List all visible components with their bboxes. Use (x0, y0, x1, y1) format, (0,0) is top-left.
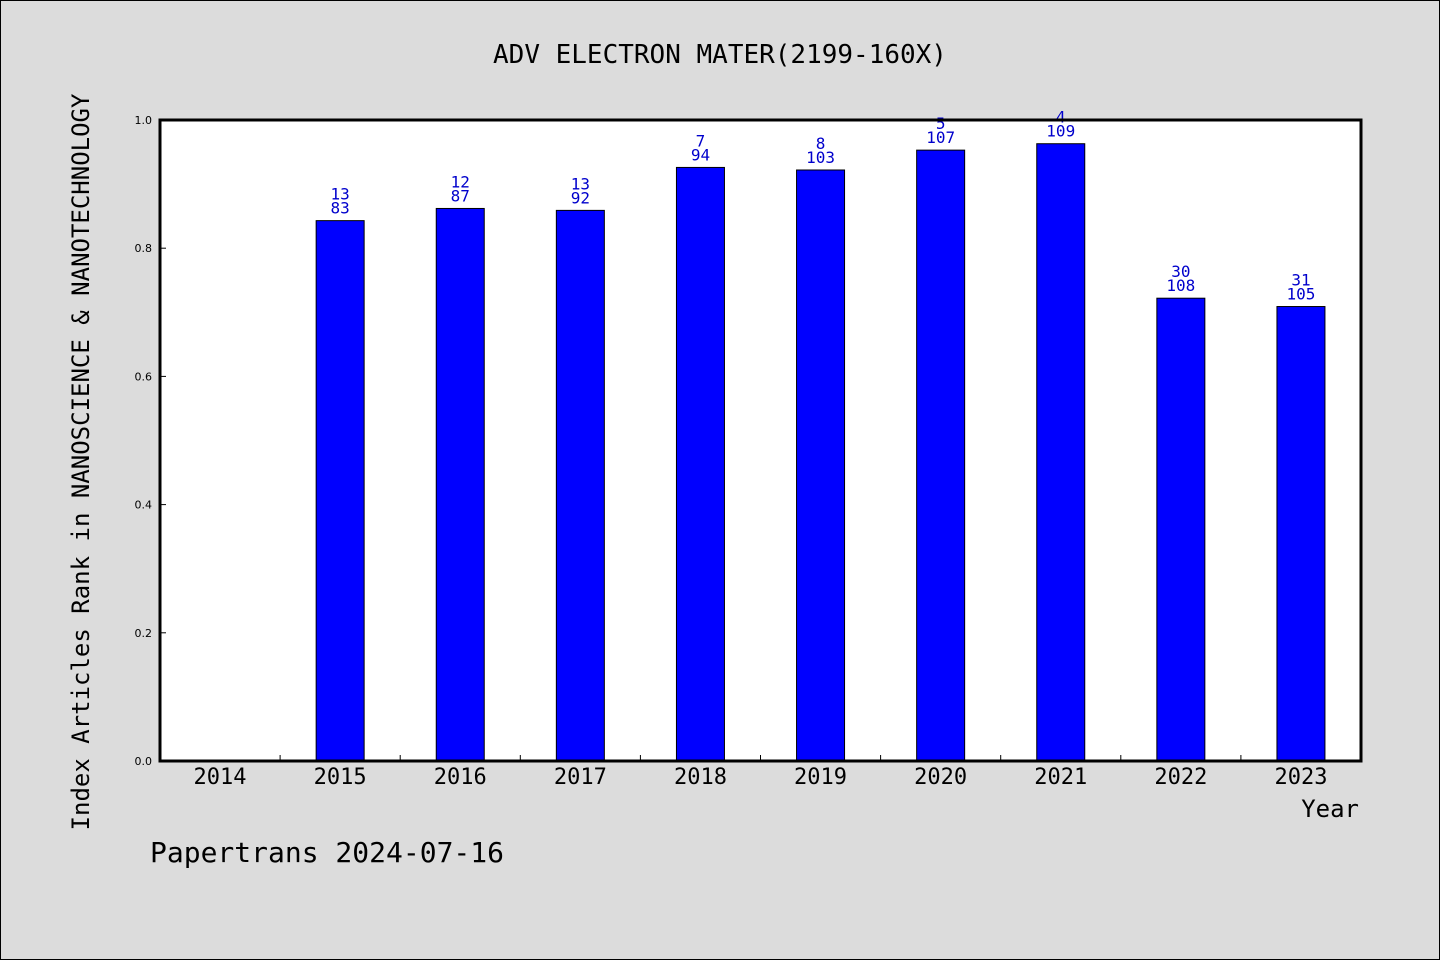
y-tick-label-0.2: 0.2 (135, 627, 153, 640)
chart-title: ADV ELECTRON MATER(2199-160X) (493, 40, 947, 70)
x-tick-label-2022: 2022 (1154, 765, 1207, 790)
data-label-rank-2020: 5 (936, 114, 946, 133)
y-tick-label-1.0: 1.0 (135, 114, 153, 127)
data-label-rank-2015: 13 (331, 185, 350, 204)
footer-credit: Papertrans 2024-07-16 (150, 836, 504, 869)
bar-2017 (555, 209, 605, 762)
data-label-total-2017: 92 (571, 188, 590, 207)
bar-2016 (435, 207, 485, 762)
y-tick-label-0.0: 0.0 (135, 755, 153, 768)
x-tick-label-2020: 2020 (914, 765, 967, 790)
y-tick-label-0.4: 0.4 (135, 499, 153, 512)
x-tick-label-2014: 2014 (194, 765, 247, 790)
bar-2018 (675, 166, 725, 762)
y-axis-label: Index Articles Rank in NANOSCIENCE & NAN… (67, 93, 95, 830)
bar-2015 (315, 220, 365, 762)
bar-2019 (796, 169, 846, 762)
x-tick-label-2016: 2016 (434, 765, 487, 790)
data-label-rank-2023: 31 (1291, 271, 1310, 290)
y-tick-label-0.6: 0.6 (135, 370, 153, 383)
data-label-rank-2017: 13 (571, 174, 590, 193)
data-label-total-2020: 107 (926, 128, 955, 147)
data-label-total-2022: 108 (1166, 276, 1195, 295)
x-tick-label-2019: 2019 (794, 765, 847, 790)
data-label-total-2019: 103 (806, 148, 835, 167)
x-tick-label-2017: 2017 (554, 765, 607, 790)
bar-2023 (1276, 306, 1326, 762)
bar-2022 (1156, 297, 1206, 762)
ticks-layer: 2014 2015 2016 2017 2018 2019 2020 2021 2022 2023… (135, 114, 1328, 790)
x-tick-label-2021: 2021 (1034, 765, 1087, 790)
data-label-total-2021: 109 (1046, 122, 1075, 141)
x-tick-label-2023: 2023 (1274, 765, 1327, 790)
data-label-total-2023: 105 (1286, 285, 1315, 304)
data-label-rank-2021: 4 (1056, 108, 1066, 127)
data-label-rank-2018: 7 (696, 131, 706, 150)
x-tick-label-2015: 2015 (314, 765, 367, 790)
data-label-rank-2019: 8 (816, 134, 826, 153)
x-tick-label-2018: 2018 (674, 765, 727, 790)
data-label-total-2016: 87 (451, 186, 470, 205)
data-label-rank-2022: 30 (1171, 262, 1190, 281)
data-label-total-2015: 83 (331, 199, 350, 218)
data-label-total-2018: 94 (691, 145, 710, 164)
bars-layer (315, 143, 1326, 762)
plot-border (158, 118, 1363, 763)
y-tick-label-0.8: 0.8 (135, 242, 153, 255)
data-label-rank-2016: 12 (451, 172, 470, 191)
x-axis-label: Year (1301, 795, 1359, 823)
bar-2021 (1036, 143, 1086, 762)
bar-2020 (916, 149, 966, 762)
